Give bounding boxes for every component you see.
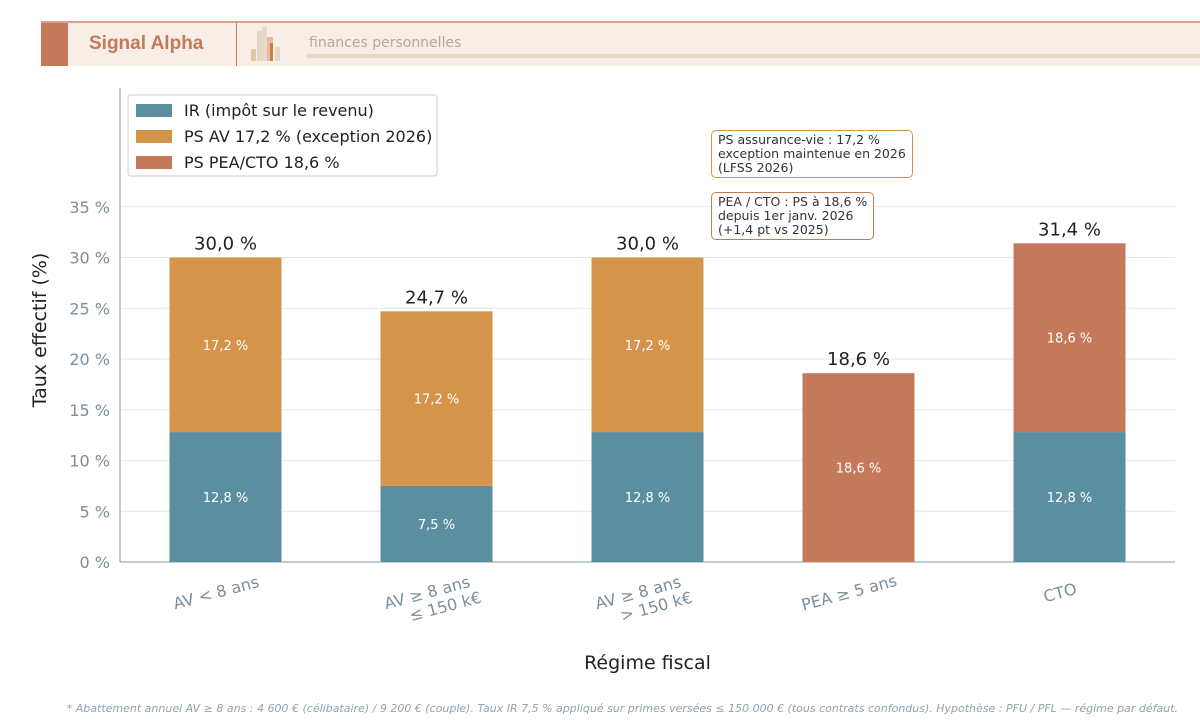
x-axis-title: Régime fiscal [584,652,711,674]
bar-segment [1013,432,1126,562]
bar-segment-label: 18,6 % [1047,332,1092,347]
bars-logo-icon [251,27,280,61]
bar-segment [591,432,704,562]
bar-segment [380,311,493,486]
legend-label: PS PEA/CTO 18,6 % [184,153,340,172]
footnote: * Abattement annuel AV ≥ 8 ans : 4 600 €… [66,702,1178,715]
header-underline [307,54,1200,58]
bar-total-label: 30,0 % [194,234,257,255]
bar-segment-label: 17,2 % [414,393,459,408]
bar-segment-label: 18,6 % [836,462,881,477]
brand-name: Signal Alpha [89,33,204,54]
bar-total-label: 24,7 % [405,287,468,308]
legend-box [127,94,438,177]
bar-segment [169,432,282,562]
y-tick-label: 5 % [80,502,110,521]
y-tick-label: 20 % [69,350,110,369]
legend-label: PS AV 17,2 % (exception 2026) [184,127,432,146]
x-tick-label: AV ≥ 8 ans≤ 150 k€ [382,570,483,630]
annotation-pea-cto: PEA / CTO : PS à 18,6 % depuis 1er janv.… [711,192,875,240]
header-banner: Signal Alpha finances personnelles [41,21,1200,66]
bar-total-label: 18,6 % [827,349,890,370]
bar-segment-label: 12,8 % [625,491,670,506]
annotation-ps-av: PS assurance-vie : 17,2 % exception main… [711,130,913,178]
brand-accent [41,23,68,66]
bar-segment-label: 17,2 % [625,339,670,354]
y-tick-label: 0 % [80,553,110,572]
bar-segment [591,257,704,433]
y-tick-label: 30 % [69,249,110,268]
bar-segment [1013,243,1126,433]
header-subtitle: finances personnelles [309,35,462,51]
y-tick-label: 35 % [69,198,110,217]
y-tick-label: 25 % [69,299,110,318]
x-tick-label: CTO [1041,579,1078,606]
bar-segment [169,257,282,433]
bar-segment-label: 12,8 % [1047,491,1092,506]
y-axis-title: Taux effectif (%) [29,253,51,409]
legend-swatch [136,104,172,117]
legend-label: IR (impôt sur le revenu) [184,101,374,120]
bar-segment-label: 12,8 % [203,491,248,506]
y-tick-label: 15 % [69,401,110,420]
legend-swatch [136,156,172,169]
bar-total-label: 30,0 % [616,234,679,255]
bar-segment-label: 7,5 % [418,518,455,533]
bar-segment [802,373,915,562]
x-tick-label: PEA ≥ 5 ans [799,571,898,615]
divider [236,23,237,66]
bar-total-label: 31,4 % [1038,219,1101,240]
y-tick-label: 10 % [69,452,110,471]
legend-swatch [136,130,172,143]
x-tick-label: AV ≥ 8 ans> 150 k€ [593,570,694,630]
bar-segment [380,485,493,562]
x-tick-label: AV < 8 ans [171,572,261,613]
bar-segment-label: 17,2 % [203,339,248,354]
